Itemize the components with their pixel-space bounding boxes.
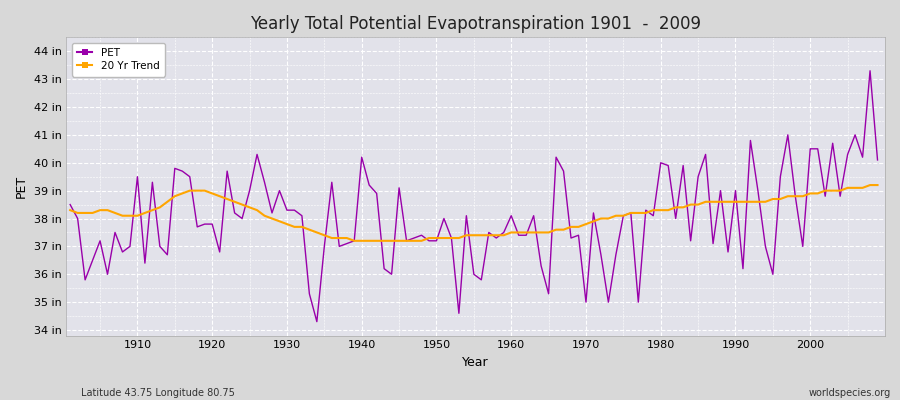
Y-axis label: PET: PET bbox=[15, 175, 28, 198]
Legend: PET, 20 Yr Trend: PET, 20 Yr Trend bbox=[72, 42, 165, 76]
X-axis label: Year: Year bbox=[463, 356, 489, 369]
Title: Yearly Total Potential Evapotranspiration 1901  -  2009: Yearly Total Potential Evapotranspiratio… bbox=[250, 15, 701, 33]
Text: worldspecies.org: worldspecies.org bbox=[809, 388, 891, 398]
Text: Latitude 43.75 Longitude 80.75: Latitude 43.75 Longitude 80.75 bbox=[81, 388, 235, 398]
